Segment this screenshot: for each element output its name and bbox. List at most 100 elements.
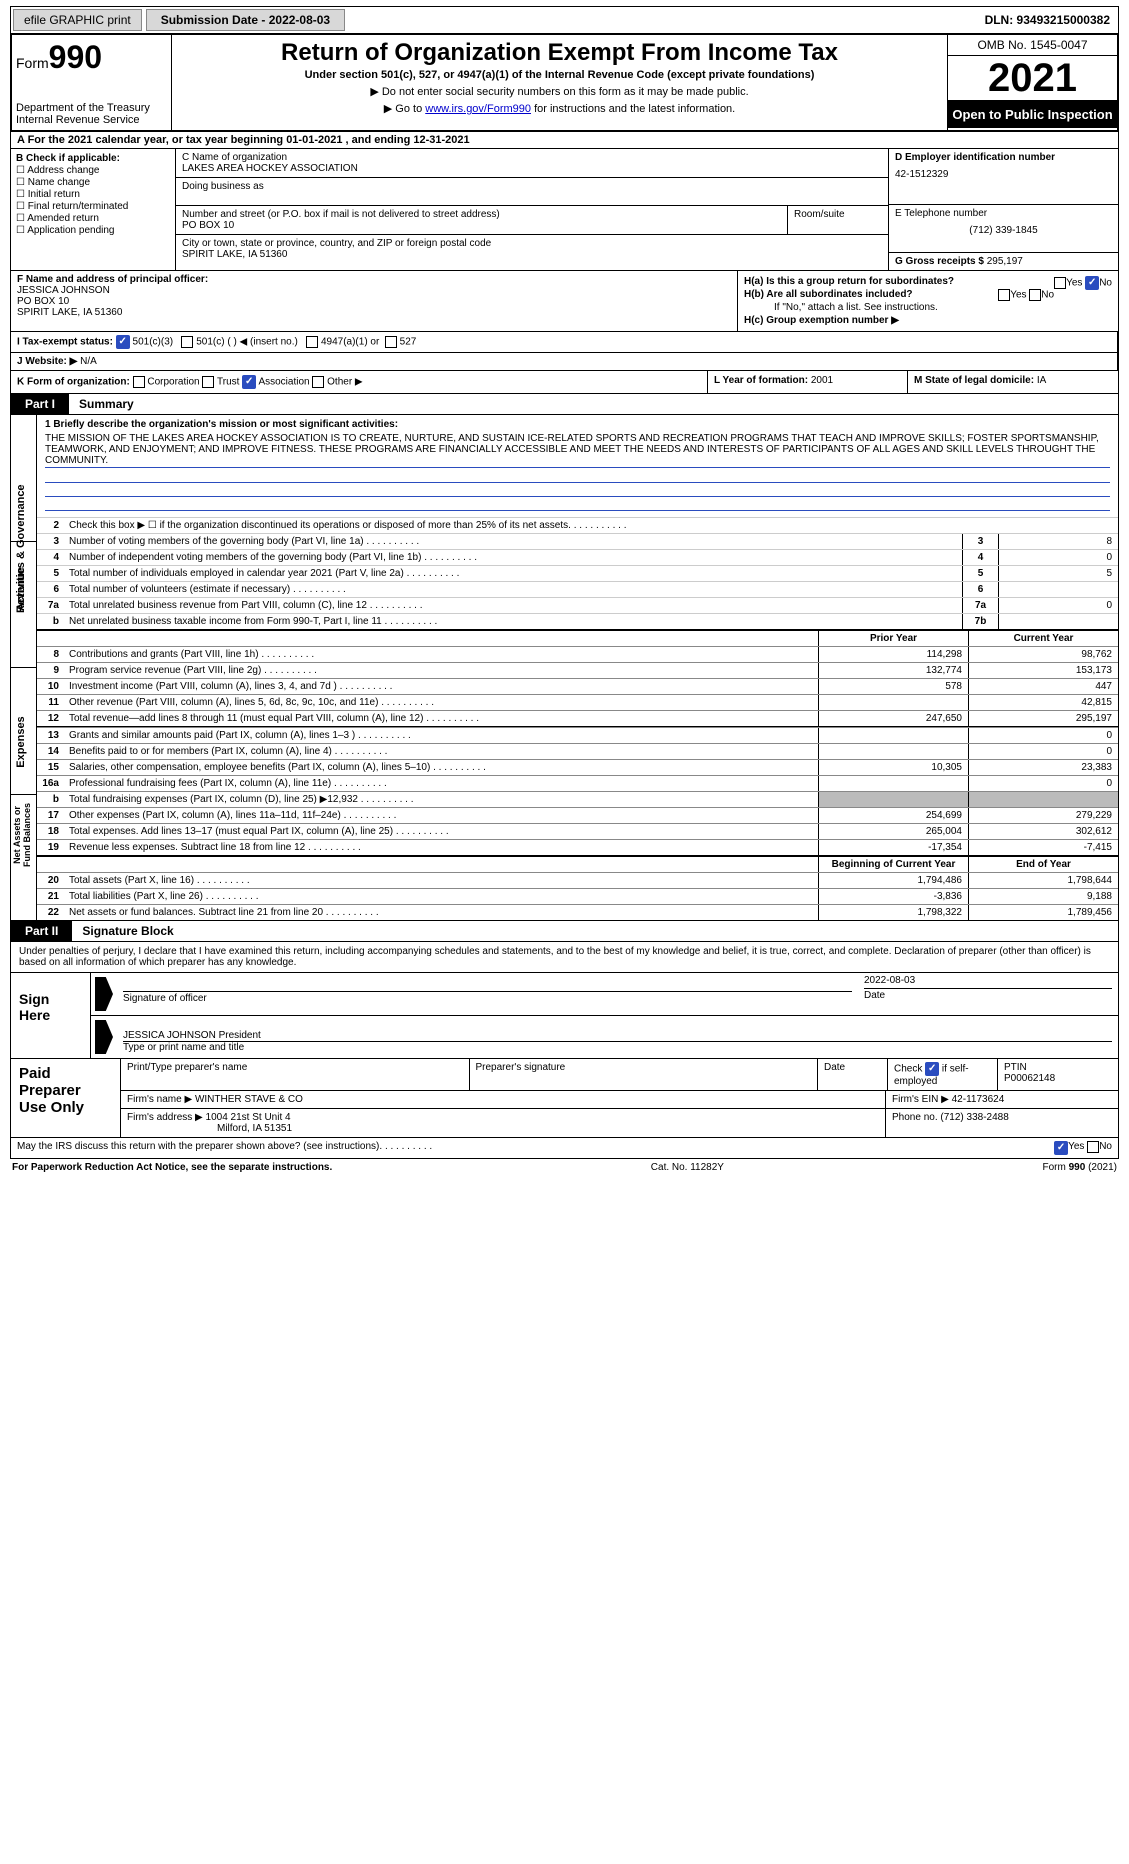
row-desc: Total number of volunteers (estimate if … bbox=[65, 582, 962, 597]
ha-yes-chk[interactable] bbox=[1054, 277, 1066, 289]
bottom-no-chk[interactable] bbox=[1087, 1141, 1099, 1153]
chk-501c3[interactable]: ✓ bbox=[116, 335, 130, 349]
fin-row-19: 19 Revenue less expenses. Subtract line … bbox=[37, 839, 1118, 855]
sig-name-value: JESSICA JOHNSON President bbox=[123, 1030, 1112, 1042]
chk-501c[interactable] bbox=[181, 336, 193, 348]
form-990: 990 bbox=[49, 39, 102, 75]
hb-no-chk[interactable] bbox=[1029, 289, 1041, 301]
chk-pending[interactable]: ☐ Application pending bbox=[16, 225, 170, 236]
bottom-yes-chk[interactable]: ✓ bbox=[1054, 1141, 1068, 1155]
col-h-group: H(a) Is this a group return for subordin… bbox=[738, 271, 1118, 331]
blank-line-3 bbox=[45, 499, 1110, 511]
row-prior bbox=[818, 695, 968, 710]
sign-here-label: Sign Here bbox=[11, 973, 91, 1058]
opt-527: 527 bbox=[400, 337, 417, 348]
row-num: 6 bbox=[37, 582, 65, 597]
chk-selfemp[interactable]: ✓ bbox=[925, 1062, 939, 1076]
ha-no-chk[interactable]: ✓ bbox=[1085, 276, 1099, 290]
row-desc: Total expenses. Add lines 13–17 (must eq… bbox=[65, 824, 818, 839]
chk-address[interactable]: ☐ Address change bbox=[16, 165, 170, 176]
row-desc: Total revenue—add lines 8 through 11 (mu… bbox=[65, 711, 818, 726]
ein-label: D Employer identification number bbox=[895, 152, 1112, 163]
row-current: 153,173 bbox=[968, 663, 1118, 678]
hb-no: No bbox=[1041, 290, 1054, 301]
ha-yes: Yes bbox=[1066, 278, 1082, 289]
col-c-org-info: C Name of organization LAKES AREA HOCKEY… bbox=[176, 149, 888, 270]
row-desc: Program service revenue (Part VIII, line… bbox=[65, 663, 818, 678]
gov-row-b: b Net unrelated business taxable income … bbox=[37, 613, 1118, 629]
blank-line-2 bbox=[45, 485, 1110, 497]
footer-right: Form 990 (2021) bbox=[1043, 1162, 1117, 1173]
l-label: L Year of formation: bbox=[714, 375, 808, 386]
gov-row-2: 2 Check this box ▶ ☐ if the organization… bbox=[37, 517, 1118, 533]
row-box: 4 bbox=[962, 550, 998, 565]
bottom-dots bbox=[379, 1141, 432, 1155]
footer-center: Cat. No. 11282Y bbox=[332, 1162, 1042, 1173]
room-suite: Room/suite bbox=[788, 206, 888, 234]
row-desc: Revenue less expenses. Subtract line 18 … bbox=[65, 840, 818, 855]
city-label: City or town, state or province, country… bbox=[182, 238, 882, 249]
row-desc: Other revenue (Part VIII, column (A), li… bbox=[65, 695, 818, 710]
part-ii-title: Signature Block bbox=[72, 921, 183, 941]
opt-corp: Corporation bbox=[147, 377, 199, 388]
ptin-label: PTIN bbox=[1004, 1062, 1112, 1073]
hb-yes-chk[interactable] bbox=[998, 289, 1010, 301]
part-ii-header: Part II Signature Block bbox=[10, 921, 1119, 942]
row-num: 9 bbox=[37, 663, 65, 678]
prep-h4-pre: Check bbox=[894, 1064, 922, 1075]
firm-addr1: 1004 21st St Unit 4 bbox=[206, 1112, 291, 1123]
chk-name[interactable]: ☐ Name change bbox=[16, 177, 170, 188]
col-prior: Prior Year bbox=[818, 631, 968, 646]
form990-link[interactable]: www.irs.gov/Form990 bbox=[425, 103, 531, 115]
note2-post: for instructions and the latest informat… bbox=[531, 103, 735, 115]
row-val: 0 bbox=[998, 598, 1118, 613]
fin-row-14: 14 Benefits paid to or for members (Part… bbox=[37, 743, 1118, 759]
row-num: b bbox=[37, 792, 65, 807]
hc-label: H(c) Group exemption number ▶ bbox=[744, 315, 899, 326]
part-i-tag: Part I bbox=[11, 394, 69, 414]
ha-row: H(a) Is this a group return for subordin… bbox=[744, 276, 1112, 287]
submission-date-button[interactable]: Submission Date - 2022-08-03 bbox=[146, 9, 345, 31]
ha-no: No bbox=[1099, 278, 1112, 289]
row-prior bbox=[818, 792, 968, 807]
efile-graphic-button[interactable]: efile GRAPHIC print bbox=[13, 9, 142, 31]
revenue-section: Prior Year Current Year 8 Contributions … bbox=[37, 630, 1118, 727]
rev-header: Prior Year Current Year bbox=[37, 630, 1118, 646]
chk-other[interactable] bbox=[312, 376, 324, 388]
row-current: -7,415 bbox=[968, 840, 1118, 855]
row-num: 7a bbox=[37, 598, 65, 613]
row-desc: Total liabilities (Part X, line 26) bbox=[65, 889, 818, 904]
m-label: M State of legal domicile: bbox=[914, 375, 1034, 386]
row-num: 18 bbox=[37, 824, 65, 839]
chk-527[interactable] bbox=[385, 336, 397, 348]
chk-assoc[interactable]: ✓ bbox=[242, 375, 256, 389]
row-num: 4 bbox=[37, 550, 65, 565]
form-word: Form bbox=[16, 55, 49, 71]
row-num: 17 bbox=[37, 808, 65, 823]
sig-arrow-1 bbox=[95, 977, 113, 1011]
blank-line-1 bbox=[45, 471, 1110, 483]
row-current: 0 bbox=[968, 776, 1118, 791]
row-klm: K Form of organization: Corporation Trus… bbox=[10, 371, 1119, 394]
col-beginning: Beginning of Current Year bbox=[818, 857, 968, 872]
col-b-checkboxes: B Check if applicable: ☐ Address change … bbox=[11, 149, 176, 270]
omb-number: OMB No. 1545-0047 bbox=[948, 35, 1117, 56]
chk-amended[interactable]: ☐ Amended return bbox=[16, 213, 170, 224]
fin-row-20: 20 Total assets (Part X, line 16) 1,794,… bbox=[37, 872, 1118, 888]
chk-4947[interactable] bbox=[306, 336, 318, 348]
chk-trust[interactable] bbox=[202, 376, 214, 388]
fin-row-8: 8 Contributions and grants (Part VIII, l… bbox=[37, 646, 1118, 662]
footer-left: For Paperwork Reduction Act Notice, see … bbox=[12, 1162, 332, 1173]
open-inspection: Open to Public Inspection bbox=[948, 101, 1117, 128]
row-desc: Total fundraising expenses (Part IX, col… bbox=[65, 792, 818, 807]
firm-phone-cell: Phone no. (712) 338-2488 bbox=[886, 1109, 1118, 1137]
governance-section: 1 Briefly describe the organization's mi… bbox=[37, 415, 1118, 630]
chk-final[interactable]: ☐ Final return/terminated bbox=[16, 201, 170, 212]
topbar: efile GRAPHIC print Submission Date - 20… bbox=[10, 6, 1119, 33]
row-desc: Net unrelated business taxable income fr… bbox=[65, 614, 962, 629]
row-current: 1,798,644 bbox=[968, 873, 1118, 888]
row-current: 9,188 bbox=[968, 889, 1118, 904]
form-note-1: ▶ Do not enter social security numbers o… bbox=[180, 85, 939, 98]
chk-initial[interactable]: ☐ Initial return bbox=[16, 189, 170, 200]
chk-corp[interactable] bbox=[133, 376, 145, 388]
